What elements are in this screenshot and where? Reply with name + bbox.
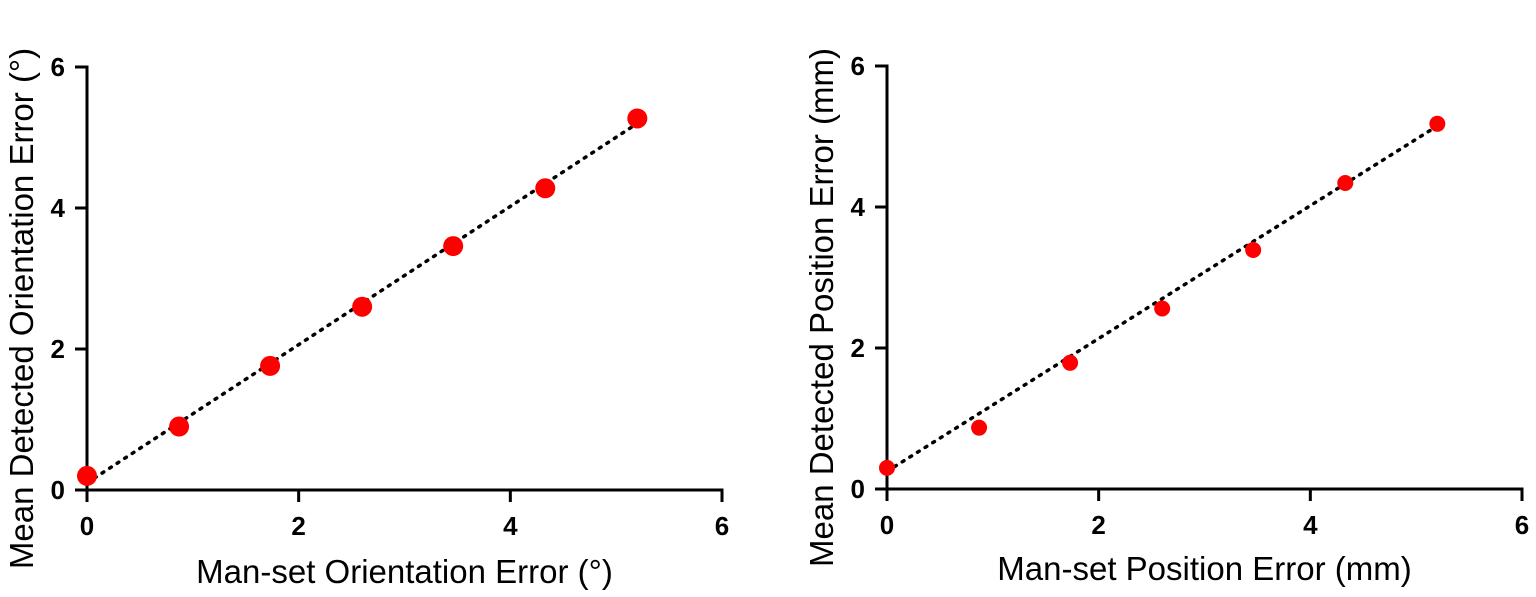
data-point: [1429, 115, 1446, 132]
x-tick-label: 0: [880, 510, 894, 540]
chart-panel-1: 0 2 4 6 0 2 4 6 Man-set Orientation Error (°) Mea…: [3, 48, 729, 590]
data-point: [1245, 242, 1262, 259]
x-tick-label: 4: [503, 511, 518, 541]
y-tick-label: 0: [51, 475, 65, 505]
data-point: [77, 465, 97, 486]
x-tick-label: 2: [291, 511, 305, 541]
data-point: [1337, 175, 1354, 192]
x-tick-label: 2: [1091, 510, 1105, 540]
data-point: [1154, 300, 1171, 317]
x-tick-label: 4: [1303, 510, 1318, 540]
data-point: [169, 416, 190, 437]
chart-panel-2: 0 2 4 6 0 2 4 6 Man-set Position Error (mm) Mean …: [803, 48, 1529, 587]
x-tick-label: 6: [715, 511, 729, 541]
x-tick-label: 6: [1515, 510, 1529, 540]
x-axis-title: Man-set Orientation Error (°): [196, 553, 613, 590]
data-point: [627, 108, 648, 129]
y-tick-label: 0: [851, 474, 865, 504]
y-tick-label: 6: [51, 52, 65, 82]
data-point: [260, 355, 281, 376]
data-point: [971, 419, 988, 436]
data-point: [1062, 354, 1079, 371]
y-tick-label: 4: [851, 192, 866, 222]
y-tick-label: 4: [51, 193, 66, 223]
x-axis-title: Man-set Position Error (mm): [997, 550, 1411, 587]
data-point: [352, 296, 373, 317]
y-axis-title: Mean Detected Orientation Error (°): [3, 48, 40, 569]
y-axis-title: Mean Detected Position Error (mm): [803, 48, 840, 567]
data-point: [879, 459, 895, 476]
y-tick-label: 2: [851, 333, 865, 363]
x-tick-label: 0: [80, 511, 94, 541]
y-tick-label: 6: [851, 51, 865, 81]
data-point: [443, 236, 464, 257]
y-tick-label: 2: [51, 334, 65, 364]
data-point: [535, 178, 556, 199]
fit-line: [885, 124, 1440, 474]
